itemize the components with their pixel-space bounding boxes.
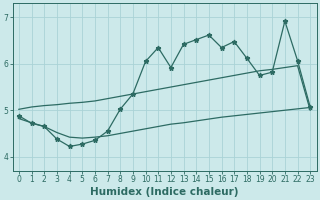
X-axis label: Humidex (Indice chaleur): Humidex (Indice chaleur) xyxy=(90,187,239,197)
